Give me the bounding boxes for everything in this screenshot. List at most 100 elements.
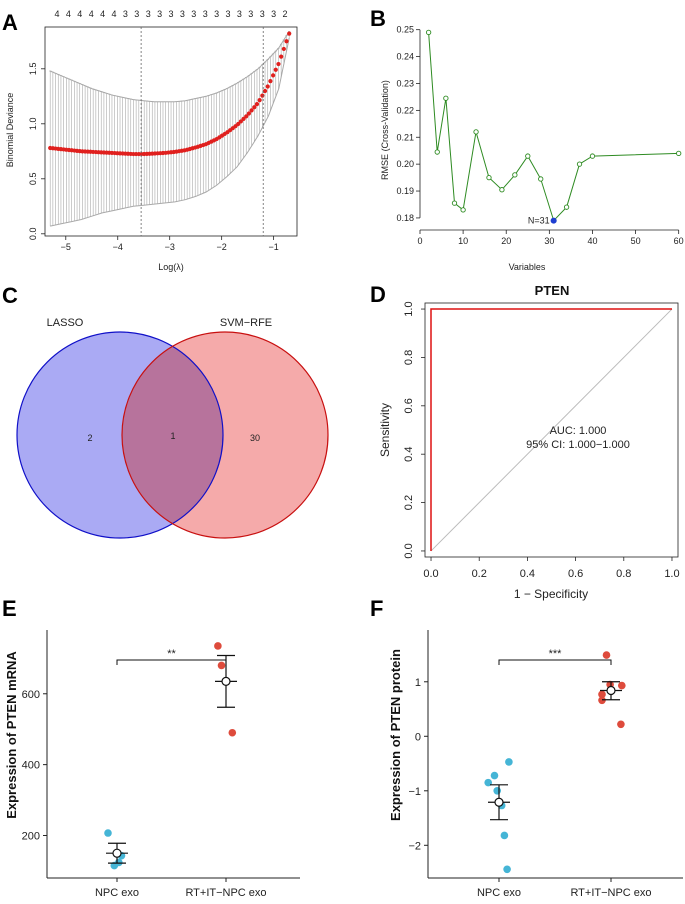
- top-axis-label: 3: [168, 9, 173, 19]
- panel-c: C LASSO SVM−RFE 2 1 30: [2, 283, 329, 539]
- data-point: [490, 771, 499, 780]
- y-tick-label: 0.0: [403, 543, 415, 558]
- panel-d-marks: 0.0 0.2 0.4 0.6 0.8 1.0 0.0 0.2 0.4 0.6 0.8 1.0: [403, 301, 680, 580]
- panel-e: E 200 400 600 NPC exo RT+IT−NPC exo ** Expres…: [2, 596, 300, 899]
- top-axis-label: 3: [123, 9, 128, 19]
- panel-b-xlabel: Variables: [509, 262, 546, 272]
- panel-b-marks: 0 10 20 30 40 50 60 0.18 0.19 0.20 0.21 0.22 0.23 0.2…: [396, 25, 683, 246]
- panel-d-title: PTEN: [535, 283, 570, 298]
- top-axis-label: 4: [89, 9, 94, 19]
- panel-f: F −2 −1 0 1 NPC exo RT+IT−NPC exo *** Expressi…: [370, 596, 683, 899]
- panel-a-xlabel: Log(λ): [158, 262, 184, 272]
- y-tick-label: 600: [22, 689, 40, 701]
- panel-e-letter: E: [2, 596, 17, 621]
- panel-d-xlabel: 1 − Specificity: [514, 587, 588, 601]
- roc-ci-text: 95% CI: 1.000−1.000: [526, 439, 630, 451]
- rmse-point: [499, 187, 505, 193]
- significance-bracket: [116, 659, 227, 665]
- x-tick-label: RT+IT−NPC exo: [570, 887, 651, 899]
- top-axis-label: 3: [237, 9, 242, 19]
- top-axis-label: 3: [260, 9, 265, 19]
- venn-count-lasso-only: 2: [87, 433, 92, 443]
- mean-marker: [606, 685, 616, 696]
- top-axis-label: 3: [146, 9, 151, 19]
- x-tick-label: −3: [165, 242, 175, 252]
- data-point: [617, 720, 625, 729]
- data-point: [493, 786, 502, 795]
- significance-label: **: [167, 648, 176, 660]
- rmse-point: [589, 153, 596, 159]
- x-tick-label: NPC exo: [477, 887, 521, 899]
- roc-curve: [430, 308, 672, 551]
- panel-e-ylabel: Expression of PTEN mRNA: [4, 651, 19, 819]
- mean-point: [273, 67, 278, 72]
- y-tick-label: 200: [22, 830, 40, 842]
- rmse-line: [428, 32, 679, 222]
- top-axis-label: 4: [54, 9, 59, 19]
- mean-point: [262, 88, 268, 94]
- y-tick-label: 0.21: [396, 132, 414, 142]
- y-tick-label: 0.2: [403, 495, 415, 510]
- y-tick-label: 0.18: [396, 213, 414, 223]
- mean-point: [284, 39, 289, 44]
- mean-point: [249, 108, 254, 113]
- x-tick-label: 0: [417, 236, 422, 246]
- venn-label-svm-rfe: SVM−RFE: [220, 317, 272, 329]
- top-axis-label: 3: [225, 9, 230, 19]
- rmse-point: [576, 161, 583, 167]
- significance-bracket: [498, 659, 612, 665]
- top-axis-label: 4: [77, 9, 82, 19]
- venn-outline-svm-rfe: [121, 331, 329, 539]
- mean-marker: [112, 848, 122, 858]
- x-tick-label: −2: [217, 242, 227, 252]
- top-axis-label: 3: [191, 9, 196, 19]
- panel-c-letter: C: [2, 283, 18, 308]
- panel-d-ylabel: Sensitivity: [378, 403, 392, 457]
- significance-label: ***: [549, 648, 563, 660]
- rmse-point: [563, 204, 570, 210]
- mean-point: [287, 31, 292, 36]
- y-tick-label: 0.6: [403, 398, 415, 413]
- y-tick-label: 0.8: [403, 350, 415, 365]
- top-axis-label: 3: [214, 9, 219, 19]
- panel-a: A −5 −4 −3 −2 −10.00.51.01.54 4 4 4 4 4 3 3 3 3 3 3 3 3 3 3…: [2, 9, 298, 272]
- data-point: [503, 865, 511, 874]
- panel-b: B 0 10 20 30 40 50 600.180.190.200.210.220.230…: [370, 6, 684, 272]
- x-tick-label: RT+IT−NPC exo: [185, 887, 266, 899]
- plot-frame: [44, 26, 298, 237]
- diagonal-reference: [430, 308, 673, 552]
- x-tick-label: 0.2: [472, 568, 487, 580]
- panel-b-ylabel: RMSE (Cross-Validation): [380, 80, 390, 180]
- x-tick-label: 0.0: [423, 568, 438, 580]
- mean-point: [270, 73, 276, 78]
- mean-point: [260, 93, 265, 98]
- top-axis-label: 3: [134, 9, 139, 19]
- y-tick-label: 0.4: [403, 447, 415, 462]
- x-tick-label: 60: [674, 236, 684, 246]
- mean-point: [244, 114, 249, 119]
- rmse-point: [512, 172, 518, 178]
- mean-point: [252, 105, 257, 110]
- rmse-point: [538, 176, 544, 182]
- rmse-point: [443, 95, 449, 101]
- y-tick-label: 1.5: [28, 63, 38, 76]
- x-tick-label: NPC exo: [95, 887, 139, 899]
- panel-a-letter: A: [2, 10, 18, 35]
- x-tick-label: 1.0: [664, 568, 679, 580]
- x-tick-label: 50: [631, 236, 641, 246]
- panel-f-marks: −2 −1 0 1 NPC exo RT+IT−NPC exo ***: [408, 630, 683, 899]
- panel-e-marks: 200 400 600 NPC exo RT+IT−NPC exo **: [22, 630, 300, 899]
- venn-count-overlap: 1: [170, 431, 175, 441]
- mean-point: [268, 78, 273, 84]
- rmse-point: [451, 200, 458, 206]
- y-tick-label: 400: [22, 760, 40, 772]
- data-point: [505, 758, 513, 766]
- y-tick-label: 0.5: [28, 173, 38, 186]
- top-axis-label: 4: [66, 9, 71, 19]
- panel-d: D PTEN 0.0 0.2 0.4 0.6 0.8 1.0 0.0 0.2 0.4 0.6 0.8…: [370, 282, 680, 601]
- rmse-point: [676, 150, 682, 157]
- top-axis-label: 3: [203, 9, 208, 19]
- rmse-point: [525, 153, 531, 159]
- y-tick-label: 0.22: [396, 105, 414, 115]
- data-point: [214, 642, 222, 650]
